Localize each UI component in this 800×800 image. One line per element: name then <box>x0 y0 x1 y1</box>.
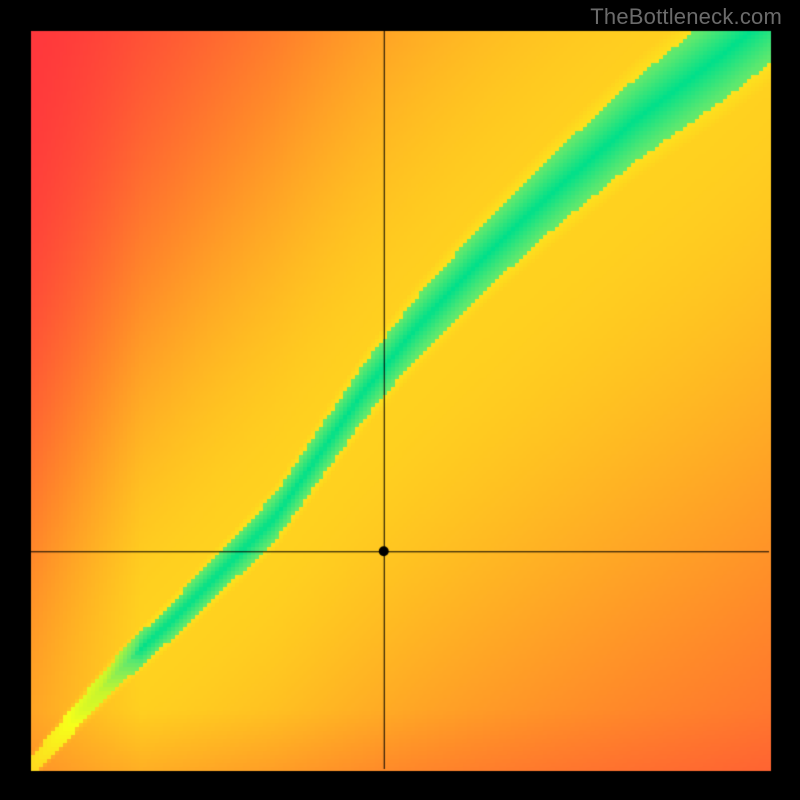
figure-container: TheBottleneck.com <box>0 0 800 800</box>
bottleneck-heatmap <box>0 0 800 800</box>
watermark-label: TheBottleneck.com <box>590 4 782 30</box>
